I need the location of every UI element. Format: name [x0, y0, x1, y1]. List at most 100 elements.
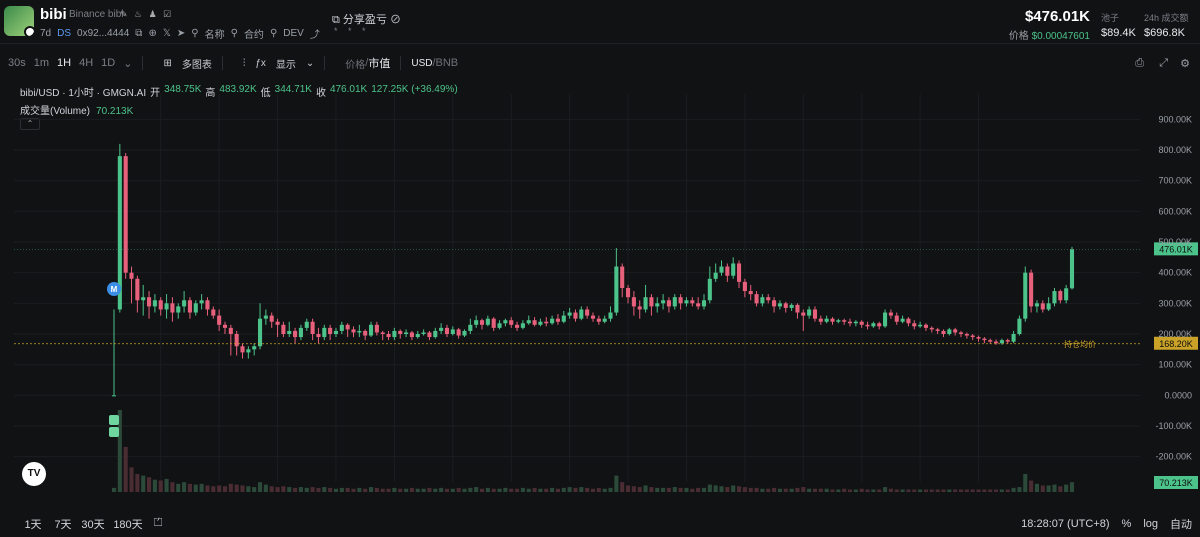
range-30d[interactable]: 30天 [81, 518, 105, 531]
close-label: 收 [315, 88, 326, 99]
candle-body [900, 318, 905, 322]
volume-bar [760, 488, 765, 492]
m-marker-label: M [111, 285, 118, 294]
volume-bar [812, 488, 818, 492]
volume-bar [661, 487, 666, 492]
volume-bar [859, 488, 864, 492]
search-dev-link[interactable]: DEV [283, 28, 304, 39]
settings-icon[interactable]: ⚙ [1180, 57, 1190, 70]
hide-icon[interactable]: ⊘ [389, 14, 401, 26]
volume-bar [246, 486, 251, 492]
candle-body [240, 346, 245, 353]
collapse-legend-button[interactable]: ⌃ [20, 118, 40, 130]
volume-bar [263, 484, 268, 492]
add-chart-icon[interactable]: ⊞ [163, 57, 172, 69]
candle-body [415, 334, 420, 338]
volume-bar [345, 487, 350, 492]
volume-tag [1154, 476, 1198, 489]
volume-bar [538, 488, 543, 492]
tf-1m[interactable]: 1m [33, 57, 50, 69]
display-button[interactable]: 显示 [275, 59, 296, 71]
volume-bar [602, 488, 607, 492]
volume-bar [269, 486, 274, 492]
pool-stat: 池子 $89.4K [1101, 11, 1136, 39]
candle-body [129, 272, 134, 279]
candle-body [1058, 291, 1063, 301]
share-icon[interactable]: ⤴ [309, 30, 320, 41]
open-value: 348.75K [164, 84, 202, 95]
share-pnl-button[interactable]: ⧉ 分享盈亏 ⊘ [332, 14, 401, 26]
candle-body [912, 323, 917, 327]
candle-body [117, 156, 122, 310]
candle-body [404, 332, 409, 334]
percent-toggle[interactable]: % [1121, 517, 1132, 530]
tf-1d[interactable]: 1D [101, 57, 116, 69]
volume-bar [736, 486, 742, 492]
x-icon[interactable]: 𝕏 [162, 28, 171, 39]
tf-30s[interactable]: 30s [8, 57, 26, 69]
candle-body [853, 321, 858, 324]
camera-icon[interactable]: ⎙ [1135, 56, 1144, 69]
candle-body [567, 312, 572, 316]
clock-time[interactable]: 18:28:07 (UTC+8) [1021, 517, 1110, 530]
mcap-toggle[interactable]: 市值 [368, 58, 391, 70]
token-address[interactable]: 0x92...4444 [77, 28, 130, 39]
candle-body [468, 324, 473, 331]
tf-4h[interactable]: 4H [79, 57, 94, 69]
candle-body [888, 312, 893, 316]
candle-body [158, 300, 163, 310]
copy-icon[interactable]: ⧉ [135, 28, 143, 39]
tf-dropdown-icon[interactable]: ⌄ [123, 57, 133, 70]
candle-body [182, 300, 187, 307]
volume-bar [322, 487, 327, 492]
usd-toggle[interactable]: USD [411, 57, 433, 69]
indicator-icon[interactable]: ƒx [255, 57, 266, 69]
candle-body [421, 332, 426, 334]
bnb-toggle[interactable]: BNB [435, 57, 459, 69]
fullscreen-icon[interactable]: ⤢ [1159, 56, 1168, 69]
volume-bar [684, 487, 689, 492]
candle-body [515, 324, 520, 328]
candle-body [836, 320, 841, 322]
avg-cost-value: 168.20K [1159, 339, 1193, 349]
globe-icon[interactable]: ⊕ [148, 28, 157, 39]
search-contract-icon[interactable]: ⚲ [230, 28, 238, 39]
tf-1h[interactable]: 1H [57, 57, 72, 69]
ds-link[interactable]: DS [57, 28, 72, 39]
range-1d[interactable]: 1天 [24, 518, 42, 531]
volume-bar [894, 489, 899, 492]
share-pnl-label: 分享盈亏 [342, 14, 387, 26]
compare-icon[interactable]: ⫶ [242, 57, 246, 69]
candle-body [590, 315, 596, 319]
date-range-icon[interactable]: ⏍ [154, 517, 163, 529]
candle-body [328, 327, 333, 334]
search-contract-link[interactable]: 合约 [243, 30, 264, 41]
volume-bar [847, 489, 853, 492]
candle-body [742, 281, 747, 292]
candle-body [380, 332, 385, 334]
volume-bar [637, 487, 642, 492]
price-tick-label: 300.00K [1158, 298, 1192, 308]
multi-chart-button[interactable]: 多图表 [181, 59, 212, 71]
volume-bar [678, 487, 683, 492]
price-toggle[interactable]: 价格 [345, 59, 366, 71]
search-dev-icon[interactable]: ⚲ [269, 28, 278, 39]
volume-bar [550, 487, 555, 492]
range-180d[interactable]: 180天 [113, 518, 143, 531]
log-toggle[interactable]: log [1143, 517, 1158, 530]
candlestick-chart[interactable]: 476.01K 持仓均价 168.20K 70.213K M 900.00K 800.00… [0, 78, 1200, 492]
market-cap: $476.01K [1024, 8, 1090, 25]
range-7d[interactable]: 7天 [54, 518, 72, 531]
search-name-icon[interactable]: ⚲ [191, 28, 199, 39]
telegram-icon[interactable]: ➤ [176, 28, 186, 39]
grid-lines [14, 94, 1140, 482]
auto-toggle[interactable]: 自动 [1170, 518, 1192, 531]
search-name-link[interactable]: 名称 [204, 30, 225, 41]
display-dropdown-icon[interactable]: ⌄ [305, 57, 315, 69]
volume-bar [935, 489, 940, 492]
candle-body [807, 309, 812, 316]
volume-bar [923, 489, 929, 492]
unit-price: 价格 $0.00047601 [1009, 27, 1090, 42]
candle-body [310, 321, 315, 334]
tradingview-logo[interactable]: TV [22, 462, 46, 486]
